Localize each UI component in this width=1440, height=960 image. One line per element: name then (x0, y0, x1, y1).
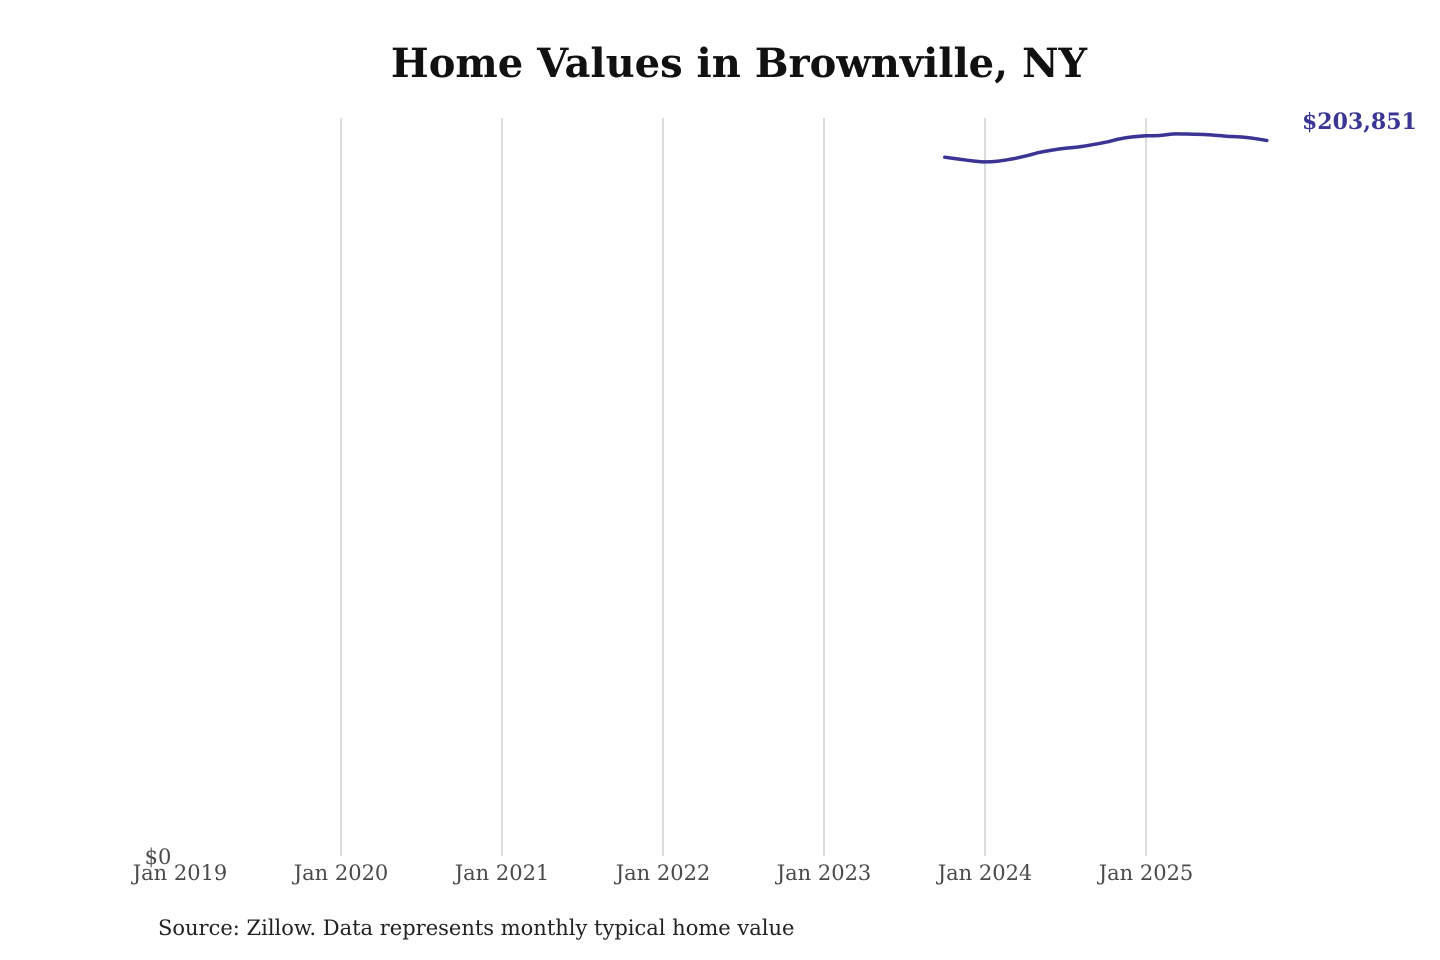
end-value-label: $203,851 (1302, 109, 1417, 135)
x-tick-label: Jan 2023 (775, 861, 872, 885)
x-tick-label: Jan 2020 (292, 861, 389, 885)
gridlines (340, 118, 1147, 856)
x-tick-label: Jan 2019 (131, 861, 228, 885)
x-tick-label: Jan 2022 (614, 861, 711, 885)
series-layer (943, 132, 1269, 164)
x-tick-label: Jan 2021 (453, 861, 550, 885)
source-note: Source: Zillow. Data represents monthly … (158, 916, 795, 940)
y-tick-label: $0 (145, 845, 172, 869)
x-tick-label: Jan 2025 (1097, 861, 1194, 885)
x-tick-label: Jan 2024 (936, 861, 1033, 885)
series-line-0 (943, 132, 1269, 164)
end-label-layer: $203,851 (1302, 109, 1417, 135)
chart-title: Home Values in Brownville, NY (390, 40, 1088, 87)
x-axis-ticks: Jan 2019 Jan 2020 Jan 2021 Jan 2022 Jan 2023… (131, 861, 1194, 885)
y-axis-ticks: $0 (145, 845, 172, 869)
